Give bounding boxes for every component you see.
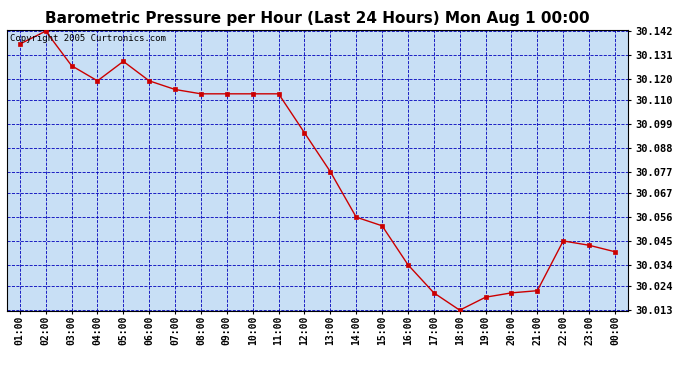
Text: Barometric Pressure per Hour (Last 24 Hours) Mon Aug 1 00:00: Barometric Pressure per Hour (Last 24 Ho… xyxy=(45,11,590,26)
Text: Copyright 2005 Curtronics.com: Copyright 2005 Curtronics.com xyxy=(10,34,166,43)
